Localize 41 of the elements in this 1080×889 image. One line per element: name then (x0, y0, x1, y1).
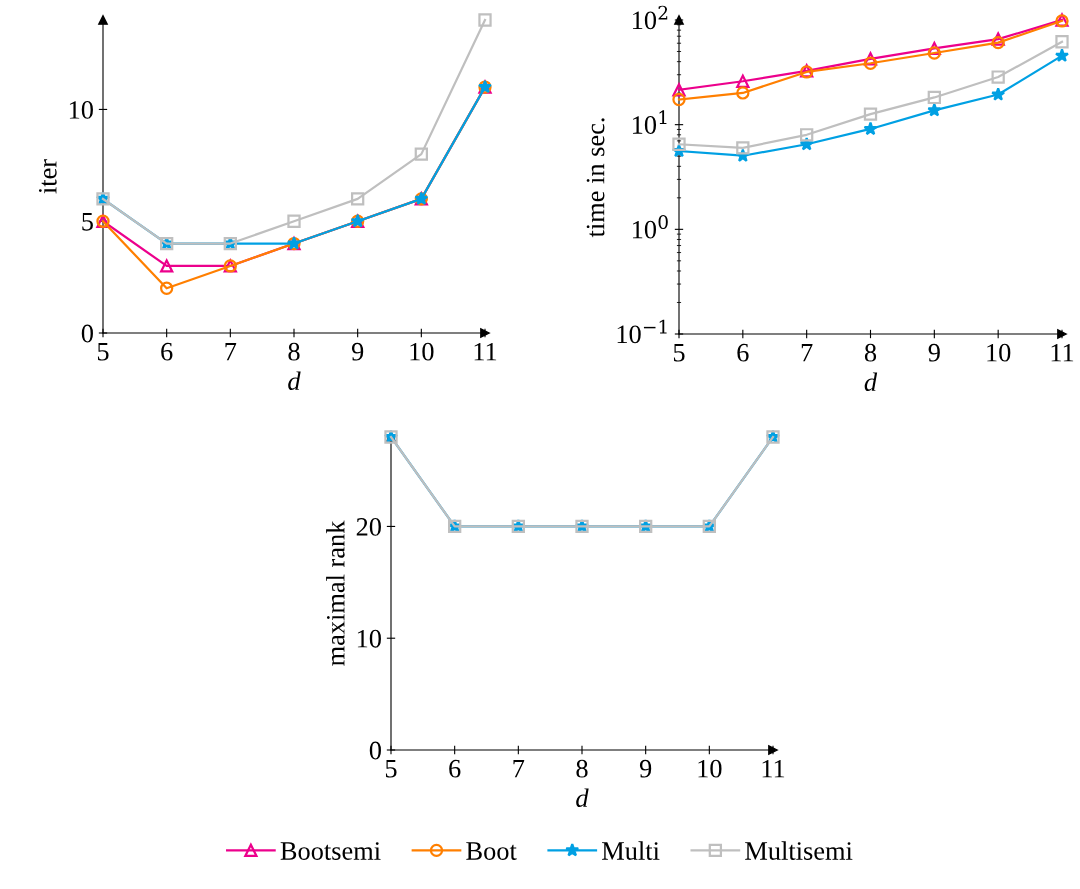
x-tick-label: 7 (513, 760, 525, 778)
x-tick-label: 8 (288, 342, 300, 361)
x-tick-label: 5 (673, 344, 685, 362)
x-tick-label: 8 (576, 759, 588, 778)
y-tick-label: 20 (356, 518, 381, 536)
y-axis-title: iter (38, 159, 57, 194)
x-axis-title: d (864, 372, 878, 392)
x-tick-label: 9 (928, 343, 940, 362)
x-tick-label: 11 (1051, 343, 1074, 362)
x-tick-label: 11 (474, 342, 497, 361)
x-tick-label: 11 (762, 759, 785, 778)
x-tick-label: 7 (225, 343, 237, 361)
x-tick-label: 7 (801, 344, 813, 362)
y-tick-label: 10 (69, 101, 93, 119)
y-tick-label: 10$^{2}$ (632, 5, 668, 30)
y-tick-label: 10$^{0}$ (632, 215, 668, 239)
y-tick-label: 10 (357, 629, 381, 648)
x-tick-label: 5 (385, 760, 397, 778)
y-tick-label: 0 (369, 741, 381, 760)
x-tick-label: 10 (698, 759, 722, 778)
y-tick-label: 0 (81, 324, 93, 343)
y-tick-label: 5 (82, 213, 93, 231)
x-tick-label: 8 (864, 343, 877, 362)
x-tick-label: 5 (97, 343, 109, 361)
x-tick-label: 9 (639, 759, 652, 778)
x-axis-title: d (576, 788, 589, 808)
legend-label: Boot (466, 842, 517, 860)
legend-label: Multisemi (745, 841, 853, 860)
y-axis-title: maximal rank (326, 520, 345, 666)
x-tick-label: 10 (410, 342, 434, 361)
x-tick-label: 10 (987, 343, 1011, 362)
legend-label: Bootsemi (280, 842, 381, 860)
y-axis-title: time in sec. (586, 118, 605, 238)
x-tick-label: 6 (737, 343, 749, 362)
x-tick-label: 6 (449, 759, 461, 778)
x-tick-label: 9 (351, 342, 364, 361)
legend-label: Multi (602, 841, 660, 860)
y-tick-label: 10$^{−1}$ (617, 319, 667, 344)
x-tick-label: 6 (161, 342, 173, 361)
y-tick-label: 10$^{1}$ (632, 110, 667, 134)
x-axis-title: d (288, 371, 301, 391)
